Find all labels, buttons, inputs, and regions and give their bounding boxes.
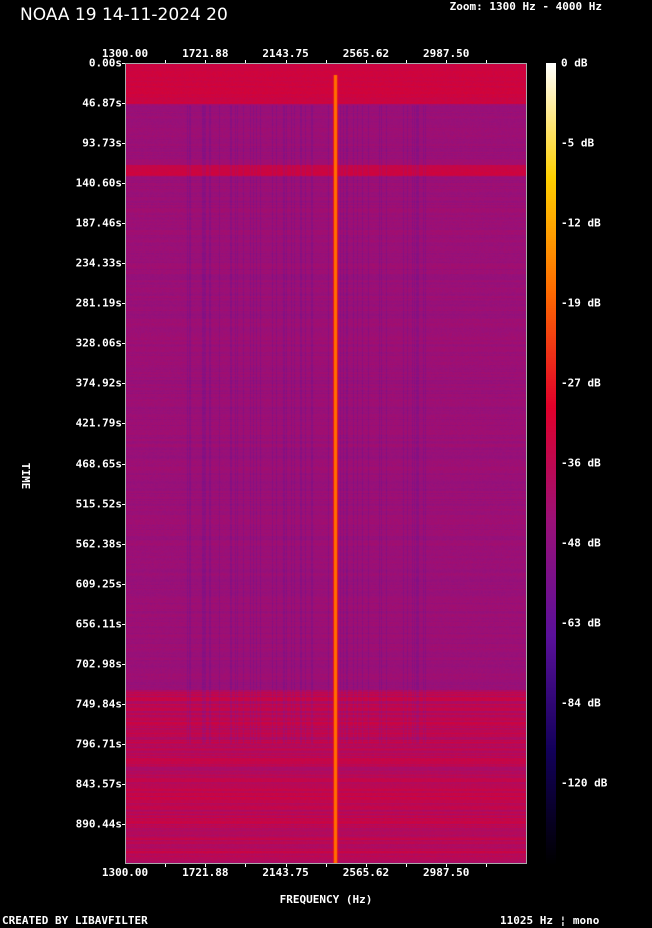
x-tick-label-top: 2565.62 <box>342 47 390 60</box>
y-tick-mark <box>122 663 125 665</box>
x-tick-label-bottom: 1721.88 <box>182 866 229 879</box>
y-tick-mark <box>122 103 125 105</box>
y-tick-mark <box>122 143 125 145</box>
x-tick-mark <box>325 864 327 867</box>
y-tick-label: 93.73s <box>82 136 122 150</box>
y-tick-mark <box>122 383 125 385</box>
y-tick-label: 421.79s <box>75 416 122 430</box>
y-tick-mark <box>122 623 125 625</box>
y-tick-label: 890.44s <box>75 817 122 831</box>
colorbar-label: -19 dB <box>561 296 601 310</box>
y-tick-mark <box>122 503 125 505</box>
x-tick-mark <box>446 864 448 867</box>
y-tick-label: 609.25s <box>75 577 122 591</box>
y-tick-label: 46.87s <box>82 96 122 110</box>
colorbar-label: -5 dB <box>561 136 595 150</box>
y-tick-label: 515.52s <box>75 497 122 511</box>
y-tick-label: 281.19s <box>75 296 122 310</box>
y-tick-mark <box>122 183 125 185</box>
colorbar-label: -84 dB <box>561 696 601 710</box>
y-tick-label: 796.71s <box>75 737 122 751</box>
colorbar <box>546 63 556 864</box>
colorbar-label: -27 dB <box>561 376 601 390</box>
y-tick-label: 140.60s <box>75 176 122 190</box>
y-tick-label: 843.57s <box>75 777 122 791</box>
y-tick-mark <box>122 343 125 345</box>
y-tick-mark <box>122 263 125 265</box>
x-tick-mark <box>446 60 448 63</box>
x-tick-mark <box>245 864 247 867</box>
x-tick-label-bottom: 2565.62 <box>342 866 390 879</box>
y-tick-mark <box>122 743 125 745</box>
x-tick-label-top: 1721.88 <box>182 47 229 60</box>
chart-title: NOAA 19 14-11-2024 20 <box>20 5 228 25</box>
y-tick-label: 374.92s <box>75 376 122 390</box>
y-tick-label: 187.46s <box>75 216 122 230</box>
y-tick-label: 562.38s <box>75 537 122 551</box>
x-tick-mark <box>205 864 207 867</box>
x-tick-mark <box>486 864 488 867</box>
y-tick-mark <box>122 223 125 225</box>
spectrogram-heatmap <box>126 64 526 863</box>
x-tick-mark <box>365 864 367 867</box>
spectrogram-plot <box>125 63 527 864</box>
y-tick-mark <box>122 583 125 585</box>
y-tick-mark <box>122 783 125 785</box>
x-tick-mark <box>245 60 247 63</box>
y-tick-label: 328.06s <box>75 336 122 350</box>
zoom-range-label: Zoom: 1300 Hz - 4000 Hz <box>449 0 602 13</box>
y-tick-label: 749.84s <box>75 697 122 711</box>
y-tick-mark <box>122 823 125 825</box>
x-tick-mark <box>285 60 287 63</box>
footer-right: 11025 Hz ¦ mono <box>500 914 600 927</box>
y-tick-label: 234.33s <box>75 256 122 270</box>
y-tick-label: 468.65s <box>75 457 122 470</box>
y-axis-label: TIME <box>18 462 32 490</box>
x-tick-mark <box>406 864 408 867</box>
y-tick-mark <box>122 463 125 465</box>
x-tick-label-top: 2143.75 <box>262 47 309 60</box>
y-tick-label: 656.11s <box>75 617 122 631</box>
y-tick-mark <box>122 63 125 64</box>
y-tick-label: 0.00s <box>88 56 122 70</box>
x-tick-label-top: 2987.50 <box>423 47 470 60</box>
x-tick-mark <box>165 864 167 867</box>
colorbar-label: 0 dB <box>561 56 588 70</box>
x-tick-mark <box>165 60 167 63</box>
x-axis-label: FREQUENCY (Hz) <box>279 893 373 906</box>
y-tick-mark <box>122 303 125 305</box>
y-tick-mark <box>122 703 125 705</box>
colorbar-label: -36 dB <box>561 456 601 470</box>
colorbar-label: -48 dB <box>561 536 601 550</box>
colorbar-label: -12 dB <box>561 216 601 230</box>
x-tick-mark <box>486 60 488 63</box>
x-tick-label-bottom: 2987.50 <box>423 866 470 879</box>
x-tick-mark <box>285 864 287 867</box>
x-tick-mark <box>325 60 327 63</box>
colorbar-label: -63 dB <box>561 616 601 630</box>
x-tick-mark <box>205 60 207 63</box>
x-tick-mark <box>365 60 367 63</box>
y-tick-mark <box>122 423 125 425</box>
y-tick-mark <box>122 543 125 545</box>
x-tick-mark <box>406 60 408 63</box>
x-tick-label-top: 1300.00 <box>101 47 149 60</box>
y-tick-label: 702.98s <box>75 657 122 671</box>
x-tick-label-bottom: 2143.75 <box>262 866 309 879</box>
colorbar-label: -120 dB <box>561 776 608 790</box>
footer-left: CREATED BY LIBAVFILTER <box>2 914 148 927</box>
x-tick-label-bottom: 1300.00 <box>101 866 149 879</box>
